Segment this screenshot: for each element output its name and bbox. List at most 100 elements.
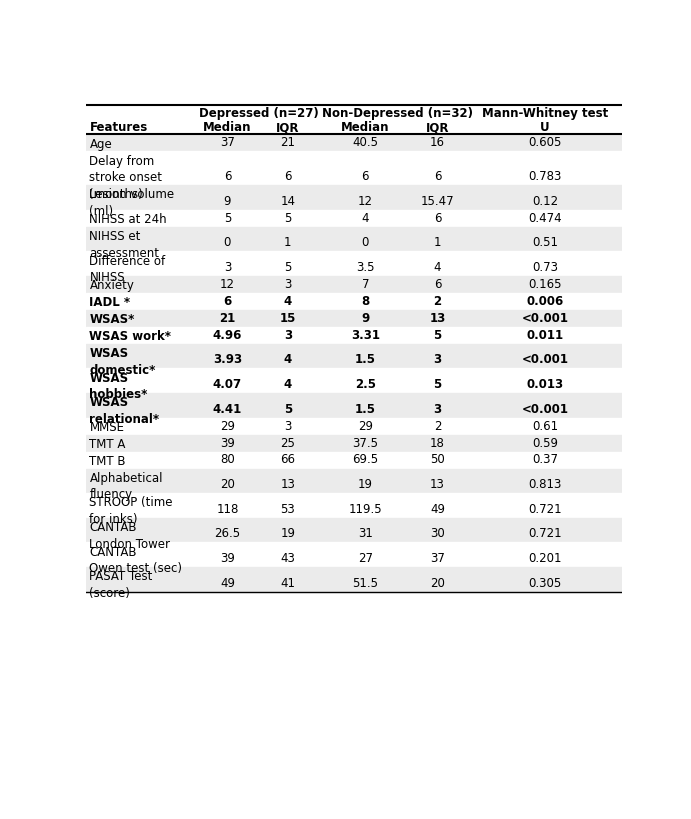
Text: 3: 3 (284, 419, 292, 432)
Text: 13: 13 (430, 477, 445, 491)
Text: 0.59: 0.59 (532, 436, 558, 449)
Text: NIHSS et
assessment: NIHSS et assessment (89, 230, 160, 260)
Bar (86, 394, 622, 419)
Text: STROOP (time
for inks): STROOP (time for inks) (89, 495, 173, 525)
Text: 0.61: 0.61 (532, 419, 558, 432)
Bar (86, 452, 622, 469)
Text: 0.605: 0.605 (529, 136, 562, 149)
Text: 2: 2 (434, 419, 441, 432)
Text: 5: 5 (433, 328, 442, 342)
Text: 9: 9 (361, 311, 370, 324)
Text: 2: 2 (433, 295, 442, 307)
Text: 4: 4 (284, 295, 292, 307)
Text: 12: 12 (358, 194, 373, 207)
Text: 3: 3 (284, 328, 292, 342)
Text: 39: 39 (220, 436, 235, 449)
Text: <0.001: <0.001 (522, 311, 569, 324)
Text: 40.5: 40.5 (352, 136, 379, 149)
Text: 119.5: 119.5 (348, 502, 382, 515)
Text: 3.31: 3.31 (351, 328, 380, 342)
Text: 13: 13 (281, 477, 295, 491)
Text: 37.5: 37.5 (352, 436, 379, 449)
Text: 3.5: 3.5 (356, 260, 375, 274)
Text: 18: 18 (430, 436, 445, 449)
Text: 4.07: 4.07 (213, 378, 242, 391)
Text: 0.011: 0.011 (527, 328, 564, 342)
Text: 0.783: 0.783 (529, 170, 562, 183)
Bar (86, 344, 622, 369)
Bar (86, 120, 622, 135)
Text: 0.73: 0.73 (532, 260, 558, 274)
Text: 0.474: 0.474 (529, 211, 562, 224)
Text: 0: 0 (361, 236, 369, 249)
Text: Anxiety: Anxiety (89, 279, 134, 292)
Bar (86, 310, 622, 328)
Text: CANTAB
Owen test (sec): CANTAB Owen test (sec) (89, 545, 182, 575)
Text: U: U (540, 121, 550, 134)
Text: 43: 43 (281, 551, 295, 564)
Text: Median: Median (341, 121, 390, 134)
Text: 16: 16 (430, 136, 445, 149)
Text: 4.41: 4.41 (213, 402, 242, 415)
Bar (86, 469, 622, 494)
Bar (86, 106, 622, 120)
Text: 5: 5 (224, 211, 231, 224)
Text: 14: 14 (281, 194, 295, 207)
Text: 0.201: 0.201 (529, 551, 562, 564)
Text: Mann-Whitney test: Mann-Whitney test (482, 106, 608, 120)
Text: 66: 66 (281, 453, 295, 466)
Text: 6: 6 (434, 278, 441, 291)
Text: 6: 6 (361, 170, 369, 183)
Text: IQR: IQR (426, 121, 449, 134)
Text: IADL *: IADL * (89, 296, 131, 309)
Text: 3: 3 (433, 353, 442, 366)
Text: 0.813: 0.813 (529, 477, 562, 491)
Bar (86, 494, 622, 518)
Bar (86, 543, 622, 568)
Bar (86, 435, 622, 452)
Text: 21: 21 (281, 136, 295, 149)
Text: 118: 118 (216, 502, 238, 515)
Text: 27: 27 (358, 551, 373, 564)
Text: 51.5: 51.5 (352, 576, 379, 589)
Text: TMT A: TMT A (89, 437, 126, 450)
Text: Depressed (n=27): Depressed (n=27) (199, 106, 319, 120)
Text: WSAS work*: WSAS work* (89, 330, 171, 342)
Text: 21: 21 (219, 311, 236, 324)
Text: 80: 80 (220, 453, 235, 466)
Text: PASAT Test
(score): PASAT Test (score) (89, 570, 153, 600)
Text: 13: 13 (429, 311, 446, 324)
Text: 5: 5 (284, 402, 292, 415)
Text: 20: 20 (220, 477, 235, 491)
Text: 0.721: 0.721 (529, 527, 562, 540)
Text: 0.006: 0.006 (527, 295, 564, 307)
Text: 53: 53 (281, 502, 295, 515)
Bar (86, 135, 622, 152)
Text: 0.013: 0.013 (527, 378, 564, 391)
Text: 37: 37 (220, 136, 235, 149)
Text: 4: 4 (284, 353, 292, 366)
Text: <0.001: <0.001 (522, 353, 569, 366)
Text: 25: 25 (281, 436, 295, 449)
Text: 7: 7 (361, 278, 369, 291)
Text: 37: 37 (430, 551, 445, 564)
Text: WSAS
domestic*: WSAS domestic* (89, 346, 156, 376)
Text: 50: 50 (430, 453, 445, 466)
Text: 6: 6 (434, 211, 441, 224)
Text: 49: 49 (220, 576, 235, 589)
Text: 5: 5 (284, 211, 292, 224)
Text: Alphabetical
fluency: Alphabetical fluency (89, 471, 163, 500)
Text: NIHSS at 24h: NIHSS at 24h (89, 213, 167, 226)
Bar (86, 518, 622, 543)
Text: 1: 1 (284, 236, 292, 249)
Bar (86, 328, 622, 344)
Text: Features: Features (89, 121, 148, 134)
Text: Median: Median (203, 121, 252, 134)
Text: 69.5: 69.5 (352, 453, 379, 466)
Text: Delay from
stroke onset
(months): Delay from stroke onset (months) (89, 155, 162, 201)
Text: 5: 5 (284, 260, 292, 274)
Text: 6: 6 (284, 170, 292, 183)
Text: IQR: IQR (276, 121, 300, 134)
Text: 49: 49 (430, 502, 445, 515)
Bar (86, 419, 622, 435)
